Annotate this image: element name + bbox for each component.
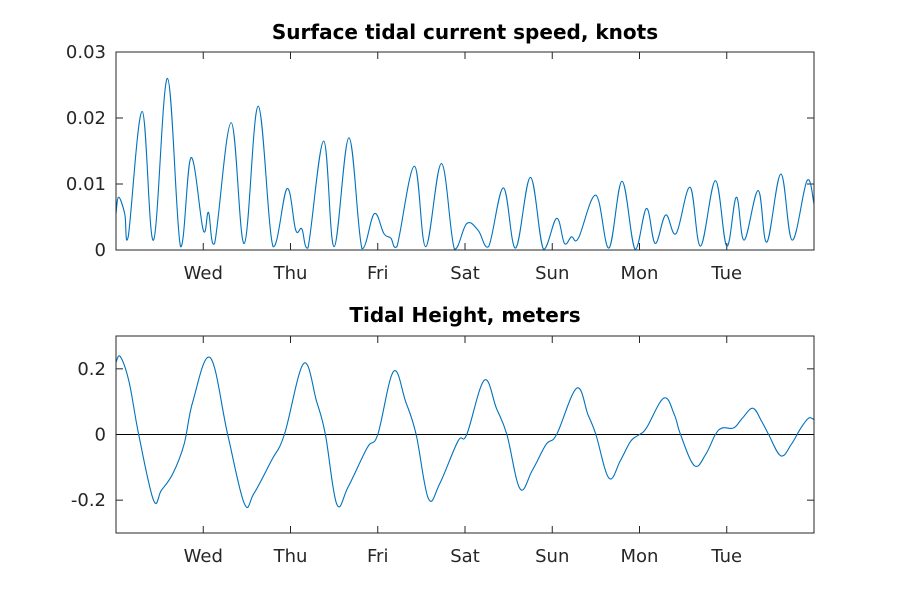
current-speed-panel: Surface tidal current speed, knots Wed Th…: [66, 20, 815, 284]
current-speed-title: Surface tidal current speed, knots: [272, 20, 658, 44]
current-speed-y-tick-label: 0.02: [66, 108, 106, 129]
tidal-height-x-tick-label: Sat: [450, 546, 480, 567]
tidal-height-panel: Tidal Height, meters Wed Thu Fri Sat Sun Mon T…: [71, 303, 815, 567]
tidal-height-y-tick-label: 0.2: [77, 359, 106, 380]
tidal-height-x-tick-label: Tue: [710, 546, 742, 567]
current-speed-series-line: [115, 77, 815, 250]
tidal-height-series-line: [115, 355, 815, 509]
tidal-height-ticks: Wed Thu Fri Sat Sun Mon Tue -0.2 0 0.2: [71, 336, 814, 567]
current-speed-y-tick-label: 0: [95, 240, 106, 261]
tidal-height-plot-area: [115, 355, 815, 509]
current-speed-x-tick-label: Tue: [710, 263, 742, 284]
tidal-height-y-tick-label: 0: [95, 425, 106, 446]
current-speed-axes-box: [115, 51, 815, 251]
tidal-height-x-tick-label: Sun: [535, 546, 569, 567]
tidal-height-x-tick-label: Thu: [273, 546, 308, 567]
current-speed-plot-area: [115, 77, 815, 250]
current-speed-y-tick-label: 0.01: [66, 174, 106, 195]
tidal-height-x-tick-label: Mon: [621, 546, 659, 567]
current-speed-ticks: Wed Thu Fri Sat Sun Mon Tue 0 0.01 0.02 0.03: [66, 42, 814, 284]
current-speed-x-tick-label: Sat: [450, 263, 480, 284]
current-speed-x-tick-label: Thu: [273, 263, 308, 284]
current-speed-x-tick-label: Wed: [184, 263, 223, 284]
current-speed-x-tick-label: Fri: [367, 263, 388, 284]
current-speed-x-tick-label: Mon: [621, 263, 659, 284]
tidal-height-y-tick-label: -0.2: [71, 490, 106, 511]
tidal-height-axes-box: [115, 335, 815, 534]
tidal-height-x-tick-label: Wed: [184, 546, 223, 567]
tidal-height-title: Tidal Height, meters: [349, 303, 580, 327]
tidal-height-x-tick-label: Fri: [367, 546, 388, 567]
current-speed-y-tick-label: 0.03: [66, 42, 106, 63]
current-speed-x-tick-label: Sun: [535, 263, 569, 284]
